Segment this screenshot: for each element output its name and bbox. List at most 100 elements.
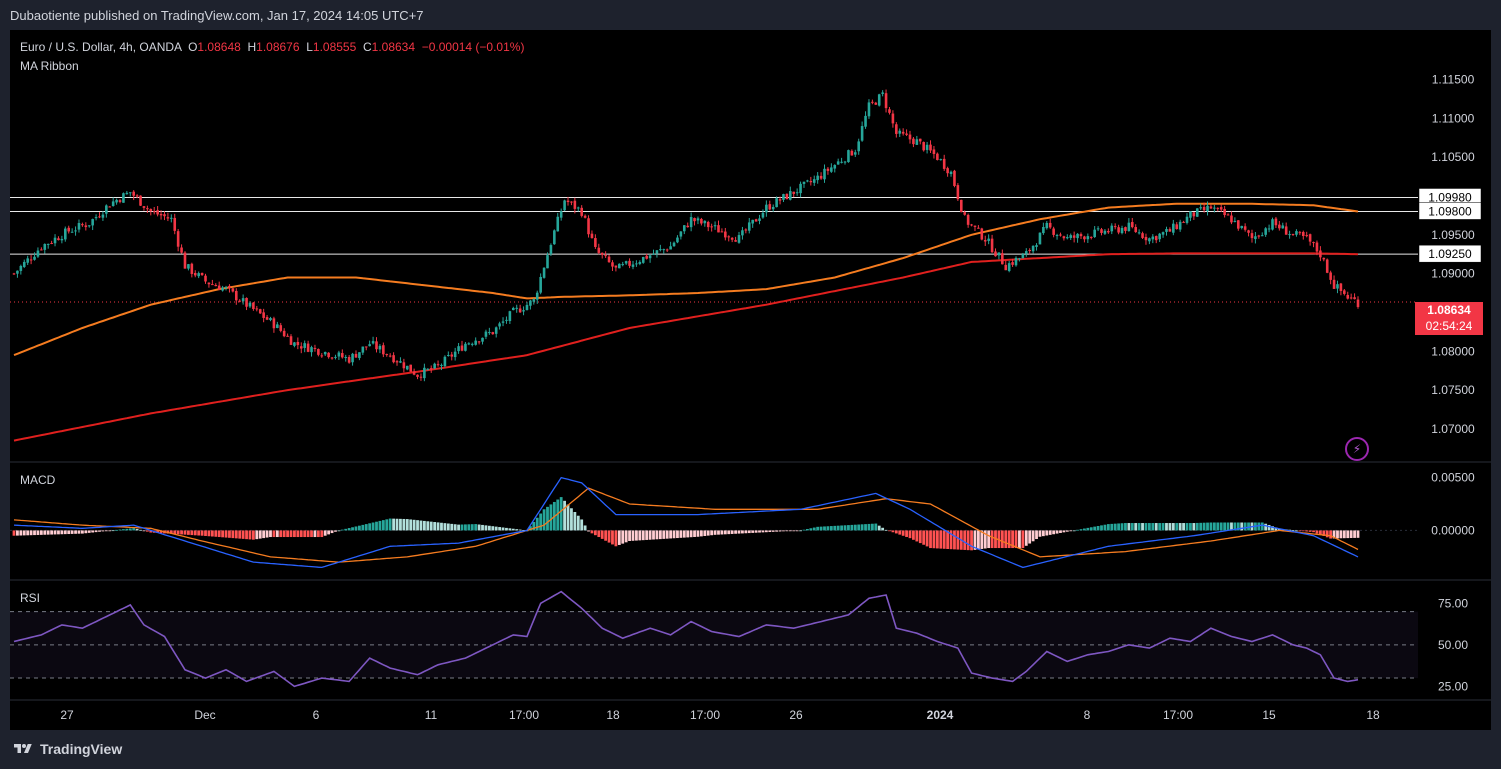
tradingview-footer[interactable]: TradingView [12,741,122,757]
macd-histogram-bar [94,530,98,533]
macd-histogram-bar [922,530,926,545]
candle-body [604,255,607,257]
macd-histogram-bar [1113,523,1117,531]
macd-histogram-bar [901,530,905,536]
candle-body [744,229,748,231]
candle-body [918,138,922,142]
candle-body [768,204,772,210]
candle-body [279,325,283,331]
macd-histogram-bar [501,527,505,531]
macd-histogram-bar [310,530,313,538]
alert-bolt-icon[interactable]: ⚡ [1345,437,1369,461]
price-axis-tick-label: 1.11500 [1432,72,1475,86]
macd-histogram-bar [1134,523,1138,531]
macd-histogram-bar [1014,530,1018,549]
candle-body [1137,232,1141,234]
candle-body [341,353,344,358]
macd-histogram-bar [973,530,977,550]
macd-histogram-bar [826,526,830,531]
candle-body [1031,245,1035,252]
macd-histogram-bar [405,519,409,531]
macd-histogram-bar [713,530,717,535]
symbol-legend[interactable]: Euro / U.S. Dollar, 4h, OANDA O1.08648 H… [20,40,524,54]
candle-body [200,272,204,276]
candle-body [382,345,385,355]
candle-body [587,218,590,235]
candle-body [635,263,638,265]
macd-histogram-bar [994,530,997,549]
macd-histogram-bar [816,526,820,531]
horizontal-level-tag [1418,244,1482,263]
macd-histogram-bar [778,530,782,532]
macd-histogram-bar [833,525,837,531]
candle-body [46,243,50,245]
candle-body [101,214,105,218]
macd-histogram-bar [806,528,809,531]
macd-histogram-bar [1223,522,1227,531]
candle-body [118,200,122,202]
bar-countdown: 02:54:24 [1425,319,1473,333]
candle-body [399,361,402,363]
macd-histogram-bar [1189,523,1192,531]
candle-body [1189,211,1192,218]
candle-body [74,230,77,232]
candle-body [443,356,447,367]
symbol-name[interactable]: Euro / U.S. Dollar, 4h, OANDA [20,40,182,54]
candle-body [1062,236,1066,239]
chart-area[interactable]: 1.09980 1.09800 1.09250 1.11500 1.11000 1.105… [10,30,1491,730]
candle-body [258,309,262,314]
candle-body [453,351,457,358]
time-axis-tick-label: 2024 [927,708,954,722]
candle-body [1042,226,1045,234]
candle-body [1264,228,1267,235]
candle-body [1141,233,1144,238]
candle-body [508,311,512,322]
indicator-legend[interactable]: MA Ribbon [20,59,79,73]
candle-body [1086,236,1090,240]
macd-histogram-bar [754,530,758,533]
macd-histogram-bar [624,530,628,543]
candle-body [1329,272,1332,280]
macd-histogram-bar [836,525,840,531]
macd-histogram-bar [221,530,225,538]
candle-body [877,94,881,106]
candle-body [942,158,946,169]
macd-histogram-bar [494,526,498,531]
candle-body [1158,233,1161,240]
macd-histogram-bar [723,530,727,535]
macd-histogram-bar [467,524,471,531]
macd-histogram-bar [255,530,259,540]
macd-histogram-bar [617,530,621,545]
macd-histogram-bar [139,529,142,531]
macd-histogram-bar [327,530,331,535]
macd-histogram-bar [590,530,594,534]
macd-histogram-bar [747,530,751,534]
macd-histogram-bar [593,530,597,536]
macd-histogram-bar [1093,526,1097,531]
macd-histogram-bar [1312,530,1315,533]
candle-body [152,211,156,213]
candle-body [344,356,348,358]
macd-histogram-bar [559,497,563,531]
macd-histogram-bar [1007,530,1011,549]
macd-histogram-bar [1154,523,1158,531]
candle-body [238,300,242,302]
macd-pane-label[interactable]: MACD [20,473,56,487]
candle-body [128,192,132,194]
macd-histogram-bar [19,530,23,536]
macd-histogram-bar [1065,530,1069,532]
macd-histogram-bar [990,530,994,549]
candle-body [1052,228,1055,235]
macd-histogram-bar [771,530,775,532]
candle-body [224,286,228,288]
macd-histogram-bar [874,523,878,531]
candle-body [905,133,908,135]
price-axis-tick-label: 1.10500 [1431,150,1475,164]
candle-body [669,246,672,250]
rsi-pane-label[interactable]: RSI [20,591,41,605]
macd-histogram-bar [744,530,748,534]
candle-body [553,230,556,245]
candle-body [710,226,713,228]
candle-body [53,237,57,244]
